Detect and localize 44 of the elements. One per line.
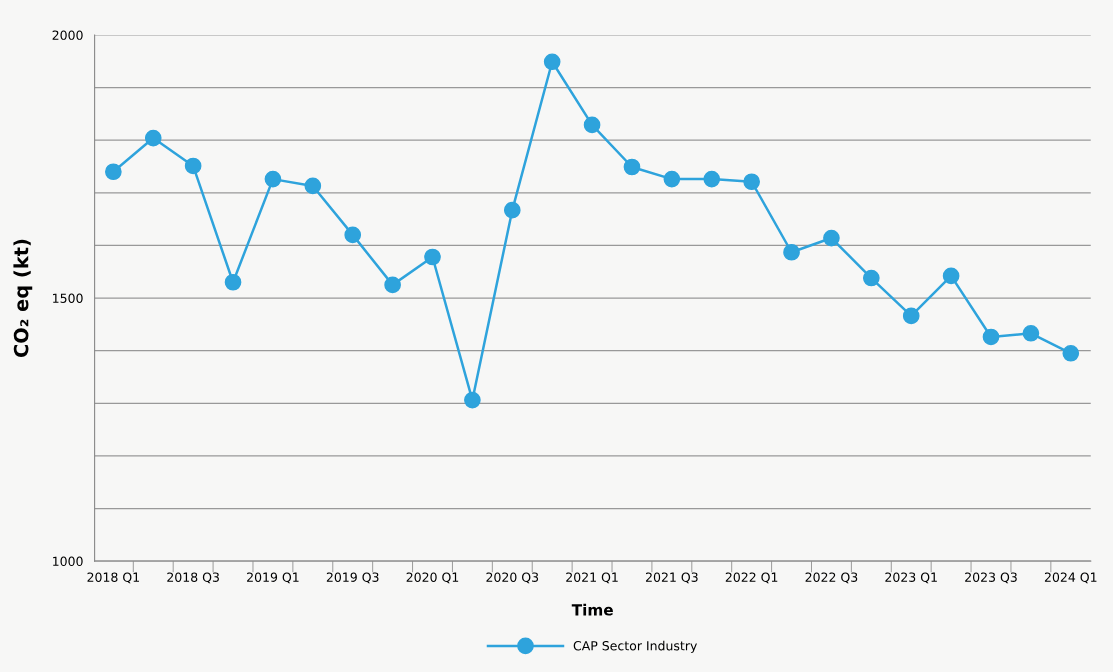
- point: [105, 163, 122, 181]
- point: [184, 157, 202, 175]
- point: [144, 129, 162, 147]
- x-tick-label: 2021 Q3: [645, 572, 698, 584]
- text: CAP Sector Industry: [573, 640, 697, 653]
- x-tick-label: 2023 Q3: [965, 572, 1017, 584]
- x-tick-label: 2019 Q1: [247, 572, 299, 584]
- point: [703, 170, 721, 188]
- x-tick-label: 2020 Q3: [486, 572, 539, 584]
- x-tick-label: 2019 Q3: [326, 572, 379, 584]
- y-tick-label: 1000: [53, 556, 83, 567]
- point: [464, 391, 481, 409]
- point: [1022, 324, 1040, 342]
- point: [1062, 344, 1080, 362]
- point: [942, 267, 960, 285]
- point: [902, 307, 920, 325]
- x-tick-label: 2024 Q1: [1044, 572, 1097, 584]
- x-tick-label: 2022 Q1: [725, 572, 778, 584]
- x-tick-label: 2018 Q1: [87, 572, 139, 584]
- point: [344, 226, 362, 244]
- x-tick-label: 2018 Q3: [167, 572, 219, 584]
- x-tick-label: 2022 Q3: [805, 572, 858, 584]
- x-axis-title: Time: [571, 603, 613, 616]
- point: [823, 229, 840, 247]
- point: [663, 170, 681, 188]
- point: [424, 248, 441, 266]
- y-tick-label: 1500: [53, 293, 83, 303]
- point: [743, 173, 760, 191]
- point: [783, 243, 800, 261]
- x-tick-label: 2020 Q1: [406, 572, 459, 584]
- point: [264, 170, 282, 188]
- point: [862, 269, 880, 287]
- y-tick-label: 2000: [52, 30, 83, 40]
- point: [304, 177, 322, 195]
- x-tick-label: 2021 Q1: [566, 572, 618, 584]
- point: [543, 53, 561, 71]
- point: [224, 273, 242, 291]
- point: [384, 276, 401, 294]
- y-axis-title: CO₂ eq (kt): [13, 239, 33, 358]
- x-tick-label: 2023 Q1: [885, 572, 937, 584]
- point: [583, 116, 601, 134]
- point: [623, 158, 641, 176]
- point: [982, 328, 1000, 346]
- point: [503, 201, 521, 219]
